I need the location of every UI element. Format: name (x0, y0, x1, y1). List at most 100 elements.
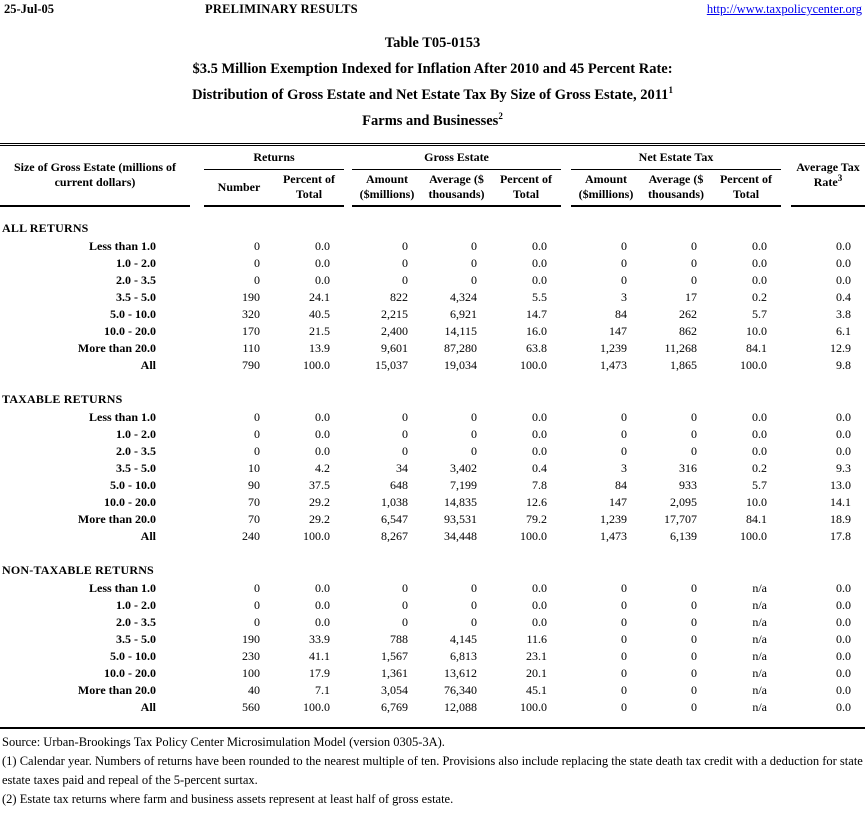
cell-value: 190 (242, 632, 260, 646)
cell-value: 0 (471, 410, 477, 424)
cell-value: 2,400 (381, 324, 408, 338)
column-spacer (561, 238, 571, 255)
column-spacer (344, 306, 352, 323)
cell-value: 100.0 (303, 358, 330, 372)
table-row: 5.0 - 10.0 230 41.1 1,567 6,813 23.1 0 0 n/a 0.0 (0, 648, 865, 665)
cell-value: 0 (691, 666, 697, 680)
section-header: TAXABLE RETURNS (2, 391, 123, 406)
cell-value: 0 (471, 427, 477, 441)
cell-value: 147 (609, 324, 627, 338)
table-bottom-spacer (0, 716, 865, 728)
cell-value: 17.8 (830, 529, 851, 543)
section-header-row: ALL RETURNS (0, 206, 865, 238)
column-spacer (781, 699, 791, 716)
row-label: 2.0 - 3.5 (116, 273, 156, 287)
cell-value: 0 (691, 598, 697, 612)
cell-value: 0.0 (315, 239, 330, 253)
cell-value: 23.1 (526, 649, 547, 663)
cell-value: 0 (254, 615, 260, 629)
cell-value: 0 (691, 700, 697, 714)
row-label: 3.5 - 5.0 (116, 290, 156, 304)
table-row: Less than 1.0 0 0.0 0 0 0.0 0 0 n/a 0.0 (0, 580, 865, 597)
cell-value: 0.0 (532, 598, 547, 612)
table-row: 10.0 - 20.0 70 29.2 1,038 14,835 12.6 147 2,095… (0, 494, 865, 511)
cell-value: 19,034 (444, 358, 477, 372)
row-label: 2.0 - 3.5 (116, 444, 156, 458)
cell-value: 93,531 (444, 512, 477, 526)
cell-value: 0 (621, 427, 627, 441)
column-spacer (190, 255, 204, 272)
column-spacer (781, 323, 791, 340)
cell-value: 0 (402, 427, 408, 441)
column-spacer (561, 145, 571, 206)
cell-value: 84.1 (746, 512, 767, 526)
cell-value: 33.9 (309, 632, 330, 646)
preliminary-results-label: PRELIMINARY RESULTS (205, 2, 358, 16)
table-row: 3.5 - 5.0 190 24.1 822 4,324 5.5 3 17 0.2 0.4 (0, 289, 865, 306)
cell-value: 0 (402, 444, 408, 458)
cell-value: 9,601 (381, 341, 408, 355)
cell-value: 0 (402, 273, 408, 287)
cell-value: 14,115 (444, 324, 477, 338)
column-spacer (344, 272, 352, 289)
estate-tax-table: Size of Gross Estate (millions of curren… (0, 143, 865, 729)
source-note: Source: Urban-Brookings Tax Policy Cente… (2, 734, 445, 749)
column-spacer (781, 443, 791, 460)
cell-value: 0.2 (752, 461, 767, 475)
returns-group-header: Returns (204, 144, 344, 170)
column-spacer (190, 323, 204, 340)
row-label: 2.0 - 3.5 (116, 615, 156, 629)
cell-value: 0 (691, 444, 697, 458)
column-spacer (190, 238, 204, 255)
page-top-bar: 25-Jul-05 PRELIMINARY RESULTS http://www… (0, 0, 865, 16)
column-spacer (190, 614, 204, 631)
column-spacer (344, 426, 352, 443)
cell-value: 0 (471, 598, 477, 612)
average-tax-rate-header: Average Tax Rate3 (791, 144, 865, 207)
row-label: All (140, 529, 156, 543)
cell-value: 1,473 (600, 358, 627, 372)
row-label: 1.0 - 2.0 (116, 598, 156, 612)
row-label: 5.0 - 10.0 (110, 478, 156, 492)
row-label: Less than 1.0 (88, 581, 156, 595)
cell-value: 0.0 (752, 273, 767, 287)
cell-value: 6,547 (381, 512, 408, 526)
table-row: More than 20.0 40 7.1 3,054 76,340 45.1 0 0 n/a 0… (0, 682, 865, 699)
table-row: 2.0 - 3.5 0 0.0 0 0 0.0 0 0 0.0 0.0 (0, 272, 865, 289)
taxpolicycenter-link[interactable]: http://www.taxpolicycenter.org (706, 2, 862, 16)
gross-estate-amount-header: Amount ($millions) (352, 169, 422, 207)
column-spacer (781, 665, 791, 682)
table-header: Size of Gross Estate (millions of curren… (0, 144, 865, 207)
cell-value: 79.2 (526, 512, 547, 526)
row-label: All (140, 358, 156, 372)
cell-value: 100 (242, 666, 260, 680)
cell-value: 0.0 (315, 581, 330, 595)
cell-value: 70 (248, 495, 260, 509)
cell-value: 12.6 (526, 495, 547, 509)
cell-value: n/a (752, 683, 767, 697)
cell-value: 0.0 (836, 632, 851, 646)
cell-value: 3 (621, 461, 627, 475)
cell-value: 11,268 (664, 341, 697, 355)
column-spacer (561, 460, 571, 477)
column-spacer (781, 528, 791, 545)
row-label: 3.5 - 5.0 (116, 632, 156, 646)
cell-value: 34,448 (444, 529, 477, 543)
cell-value: 147 (609, 495, 627, 509)
cell-value: 0.4 (532, 461, 547, 475)
cell-value: 862 (679, 324, 697, 338)
cell-value: 0.0 (315, 273, 330, 287)
table-subtitle-exemption: $3.5 Million Exemption Indexed for Infla… (192, 61, 673, 77)
cell-value: 0 (621, 444, 627, 458)
column-spacer (190, 357, 204, 374)
footnote-ref-3: 3 (837, 173, 843, 184)
column-spacer (781, 289, 791, 306)
table-bottom-spacer-cell (0, 716, 865, 728)
column-spacer (561, 597, 571, 614)
column-spacer (561, 289, 571, 306)
cell-value: 0 (402, 615, 408, 629)
column-spacer (190, 272, 204, 289)
cell-value: 3.8 (836, 307, 851, 321)
column-spacer (561, 580, 571, 597)
column-spacer (190, 631, 204, 648)
